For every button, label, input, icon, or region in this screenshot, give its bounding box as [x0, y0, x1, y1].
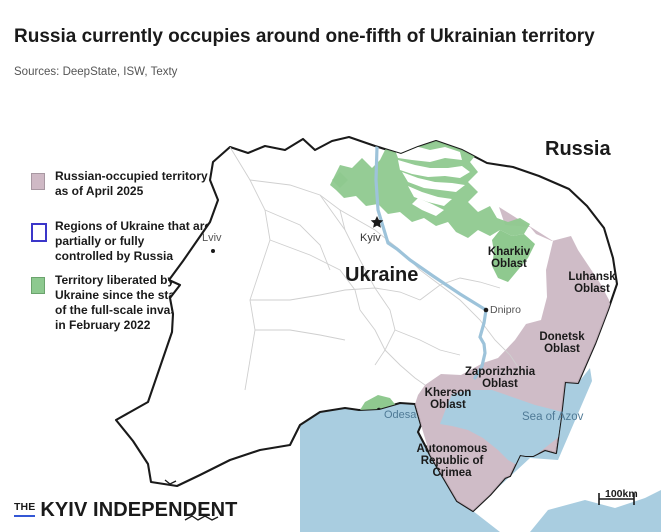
svg-text:Lviv: Lviv — [202, 232, 222, 244]
svg-text:Oblast: Oblast — [544, 343, 580, 355]
svg-text:Crimea: Crimea — [433, 467, 473, 479]
svg-text:Kherson: Kherson — [425, 387, 472, 399]
svg-text:100km: 100km — [605, 488, 638, 500]
svg-text:Odesa: Odesa — [384, 409, 417, 421]
svg-text:Oblast: Oblast — [430, 399, 466, 411]
svg-text:Kharkiv: Kharkiv — [488, 246, 531, 258]
svg-text:Luhansk: Luhansk — [568, 271, 616, 283]
svg-text:Sea of Azov: Sea of Azov — [522, 411, 584, 423]
svg-text:Oblast: Oblast — [491, 258, 527, 270]
svg-text:Russia: Russia — [545, 138, 611, 160]
svg-text:Kyiv: Kyiv — [360, 232, 381, 244]
svg-text:Autonomous: Autonomous — [417, 443, 488, 455]
svg-text:Dnipro: Dnipro — [490, 304, 521, 316]
svg-text:Republic of: Republic of — [421, 455, 484, 467]
svg-text:Ukraine: Ukraine — [345, 264, 418, 286]
svg-text:Oblast: Oblast — [574, 283, 610, 295]
svg-text:Zaporizhzhia: Zaporizhzhia — [465, 366, 536, 378]
svg-text:Oblast: Oblast — [482, 378, 518, 390]
svg-text:Donetsk: Donetsk — [539, 331, 585, 343]
